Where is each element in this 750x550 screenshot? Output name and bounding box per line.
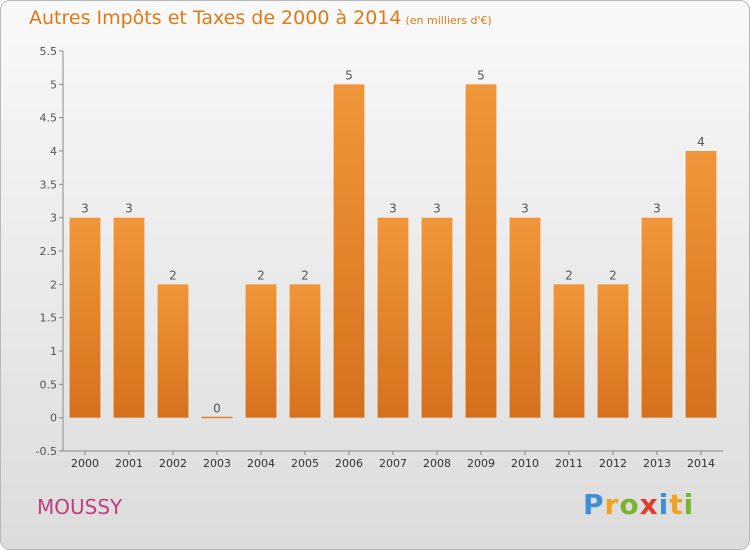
bar-value-label: 3: [521, 202, 529, 216]
logo-letter: r: [604, 488, 620, 521]
y-tick-label: 1.5: [40, 312, 58, 325]
bar-value-label: 4: [697, 135, 705, 149]
x-tick-label: 2013: [643, 457, 671, 470]
bar: [245, 284, 277, 418]
bar: [509, 217, 541, 418]
y-tick-label: 5: [50, 78, 57, 91]
bar: [157, 284, 189, 418]
x-tick-label: 2004: [247, 457, 275, 470]
logo-letter: x: [639, 488, 659, 521]
bar-value-label: 5: [477, 68, 485, 82]
city-name: MOUSSY: [37, 495, 123, 519]
chart-title-text: Autres Impôts et Taxes de 2000 à 2014: [29, 7, 402, 29]
y-tick-label: 1: [50, 345, 57, 358]
x-tick-label: 2002: [159, 457, 187, 470]
y-tick-label: 0.5: [40, 378, 58, 391]
bar-value-label: 2: [169, 268, 177, 282]
x-tick-label: 2011: [555, 457, 583, 470]
bar-value-label: 3: [81, 202, 89, 216]
bar: [113, 217, 145, 418]
bar-value-label: 3: [653, 202, 661, 216]
bar: [333, 84, 365, 418]
y-tick-label: 5.5: [40, 45, 58, 58]
x-tick-label: 2008: [423, 457, 451, 470]
logo-letter: P: [583, 488, 605, 521]
chart-title: Autres Impôts et Taxes de 2000 à 2014 (en…: [29, 7, 492, 29]
bar: [465, 84, 497, 418]
logo-letter: o: [619, 488, 640, 521]
x-tick-label: 2010: [511, 457, 539, 470]
x-tick-label: 2007: [379, 457, 407, 470]
y-tick-label: -0.5: [36, 445, 57, 458]
bar: [685, 151, 717, 418]
bar-value-label: 3: [433, 202, 441, 216]
x-tick-label: 2006: [335, 457, 363, 470]
y-tick-label: 4.5: [40, 112, 58, 125]
chart-subtitle: (en milliers d'€): [405, 14, 492, 27]
bar: [597, 284, 629, 418]
y-tick-label: 3.5: [40, 178, 58, 191]
bar-value-label: 2: [301, 268, 309, 282]
x-tick-label: 2000: [71, 457, 99, 470]
y-tick-label: 4: [50, 145, 57, 158]
bar-value-label: 3: [389, 202, 397, 216]
x-tick-label: 2001: [115, 457, 143, 470]
x-tick-label: 2012: [599, 457, 627, 470]
logo-letter: i: [658, 488, 670, 521]
x-tick-label: 2009: [467, 457, 495, 470]
y-tick-label: 2: [50, 278, 57, 291]
logo-letter: i: [683, 488, 695, 521]
x-tick-label: 2014: [687, 457, 715, 470]
bar: [377, 217, 409, 418]
bar-value-label: 2: [609, 268, 617, 282]
bar-value-label: 2: [257, 268, 265, 282]
y-tick-label: 0: [50, 412, 57, 425]
bar-value-label: 0: [213, 402, 221, 416]
bar: [69, 217, 101, 418]
bar: [289, 284, 321, 418]
logo-letter: t: [669, 488, 684, 521]
bar: [553, 284, 585, 418]
x-tick-label: 2005: [291, 457, 319, 470]
bar-value-label: 2: [565, 268, 573, 282]
bar: [421, 217, 453, 418]
bar: [201, 416, 233, 419]
x-tick-label: 2003: [203, 457, 231, 470]
bar-value-label: 5: [345, 68, 353, 82]
bar-value-label: 3: [125, 202, 133, 216]
bar: [641, 217, 673, 418]
y-tick-label: 2.5: [40, 245, 58, 258]
proxiti-logo: Proxiti: [583, 488, 694, 521]
y-tick-label: 3: [50, 212, 57, 225]
